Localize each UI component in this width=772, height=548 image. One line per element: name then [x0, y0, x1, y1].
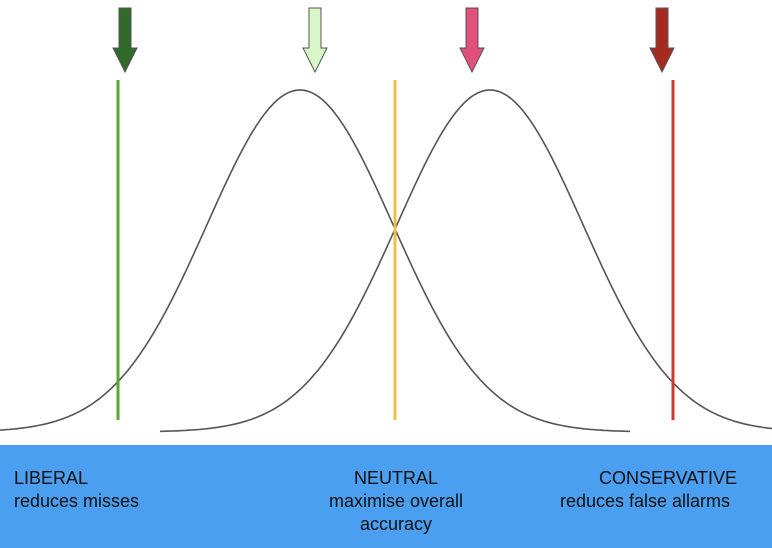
noise-curve — [0, 89, 631, 433]
arrow — [112, 7, 138, 74]
label-line: accuracy — [360, 514, 432, 534]
arrow — [459, 7, 485, 74]
label-band — [0, 445, 772, 548]
label-line: maximise overall — [329, 491, 463, 511]
arrow — [649, 7, 675, 74]
label-line: reduces misses — [14, 491, 139, 511]
label-title: LIBERAL — [14, 468, 88, 488]
label-line: reduces false allarms — [560, 491, 730, 511]
label-title: CONSERVATIVE — [599, 468, 737, 488]
signal-curve — [159, 89, 772, 433]
arrow — [302, 7, 328, 74]
label-title: NEUTRAL — [354, 468, 438, 488]
